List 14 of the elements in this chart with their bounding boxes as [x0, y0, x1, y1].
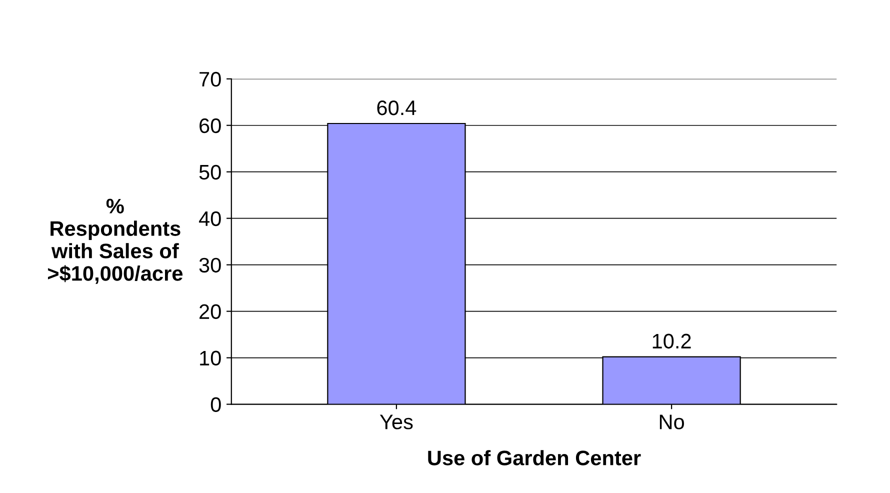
x-tick-label: No: [660, 414, 684, 430]
y-tick-label: 60: [200, 118, 221, 134]
x-tick-label: Yes: [380, 414, 413, 430]
data-label: 60.4: [377, 100, 416, 116]
y-tick-label: 40: [198, 211, 221, 226]
y-tick-label: 50: [199, 164, 221, 180]
y-tick-label: 30: [199, 258, 221, 273]
y-axis-title: % Respondents with Sales of >$10,000/acre: [48, 198, 183, 284]
y-tick-label: 0: [210, 397, 221, 412]
y-tick-label: 70: [200, 72, 221, 87]
data-label: 10.2: [652, 334, 691, 349]
y-tick-label: 20: [200, 304, 221, 320]
y-tick-label: 10: [200, 350, 221, 366]
x-axis-title: Use of Garden Center: [428, 450, 641, 466]
